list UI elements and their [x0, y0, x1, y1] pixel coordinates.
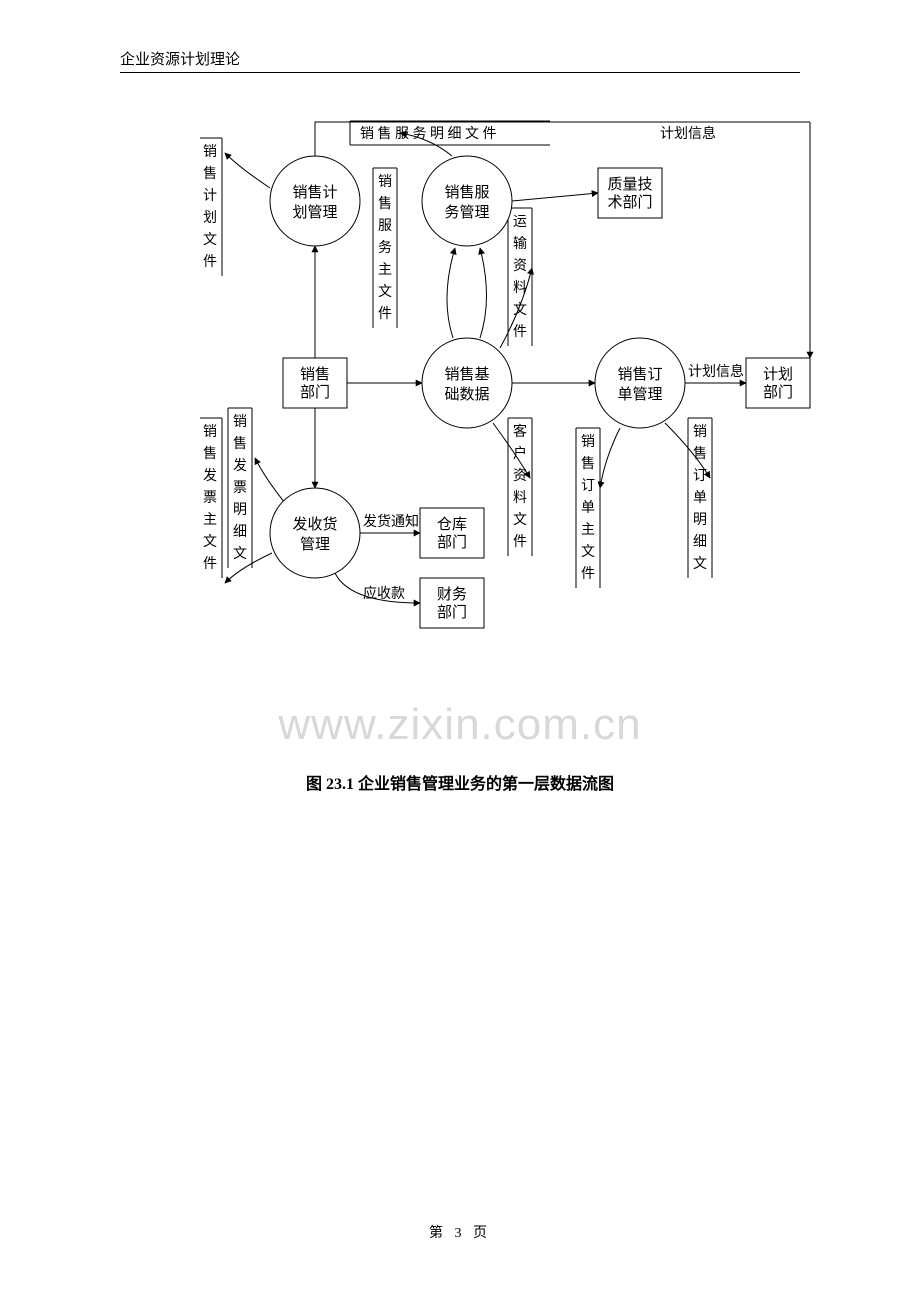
entity-label: 仓库 [437, 516, 467, 533]
process [270, 488, 360, 578]
datastore-label: 主 [378, 262, 392, 278]
datastore-label: 销 [203, 424, 217, 440]
datastore-label: 料 [513, 280, 527, 296]
datastore-label: 细 [693, 534, 707, 550]
process-label: 销售计 [292, 184, 337, 201]
datastore-label: 划 [203, 210, 217, 226]
datastore-label: 销 [693, 424, 707, 440]
datastore-label: 文 [378, 284, 392, 300]
entity-label: 部门 [437, 534, 467, 551]
process-label: 销售基 [444, 366, 489, 383]
datastore-label: 销 [378, 174, 392, 190]
edge [512, 193, 598, 201]
datastore-label: 发 [203, 468, 217, 484]
edge-label: 应收款 [363, 585, 405, 602]
datastore-label: 票 [203, 491, 217, 506]
datastore-label: 售 [693, 446, 707, 462]
process [595, 338, 685, 428]
page-header: 企业资源计划理论 [120, 48, 240, 69]
datastore-label: 文 [693, 556, 707, 572]
datastore-label: 输 [513, 236, 527, 252]
datastore-label: 售 [203, 446, 217, 462]
datastore-label: 文 [233, 546, 247, 562]
datastore-label: 销 [581, 434, 595, 450]
edge-label: 计划信息 [688, 363, 744, 380]
datastore-label: 件 [581, 566, 595, 582]
process-label: 发收货 [292, 516, 337, 533]
edge-label: 发货通知 [363, 513, 419, 530]
edge [447, 248, 455, 338]
datastore-label: 售 [203, 166, 217, 182]
datastore-label: 务 [378, 240, 392, 256]
entity-label: 部门 [437, 604, 467, 621]
entity-label: 部门 [300, 384, 330, 401]
process [422, 338, 512, 428]
entity-label: 计划 [763, 366, 793, 383]
datastore-label: 件 [203, 556, 217, 572]
datastore-label: 主 [581, 522, 595, 538]
process-label: 销售服 [444, 184, 489, 201]
datastore-label: 件 [378, 306, 392, 322]
entity-label: 术部门 [607, 194, 652, 211]
process-label: 管理 [300, 536, 330, 553]
datastore-label: 订 [581, 478, 595, 494]
datastore-label: 文 [203, 534, 217, 550]
datastore-label: 文 [513, 512, 527, 528]
datastore-label: 文 [203, 232, 217, 248]
datastore-label: 售 [378, 196, 392, 212]
datastore-label: 销 [233, 414, 247, 430]
datastore-label: 文 [581, 544, 595, 560]
datastore-label: 料 [513, 490, 527, 506]
process-label: 划管理 [292, 204, 337, 221]
watermark: www.zixin.com.cn [0, 700, 920, 750]
edge-label: 计划信息 [660, 125, 716, 142]
edge [255, 458, 285, 503]
datastore-label: 资 [513, 468, 527, 484]
dfd-diagram: 销售计划文件销 售 服 务 明 细 文 件销售服务主文件运输资料文件客户资料文件… [200, 108, 820, 648]
datastore-label: 明 [233, 503, 247, 518]
datastore-label: 运 [513, 214, 527, 230]
datastore-label: 销 [203, 144, 217, 160]
datastore-label: 发 [233, 458, 247, 474]
datastore-label: 单 [693, 490, 707, 506]
figure-caption: 图 23.1 企业销售管理业务的第一层数据流图 [0, 770, 920, 794]
datastore-label: 单 [581, 500, 595, 516]
datastore-label: 服 [378, 219, 392, 234]
datastore-label: 售 [233, 436, 247, 452]
header-rule [120, 72, 800, 73]
page-footer: 第 3 页 [0, 1222, 920, 1242]
datastore-label: 主 [203, 512, 217, 528]
edge [600, 428, 620, 488]
datastore-label: 票 [233, 481, 247, 496]
datastore-label: 件 [513, 534, 527, 550]
entity-label: 财务 [437, 586, 467, 603]
process [422, 156, 512, 246]
datastore-label: 售 [581, 456, 595, 472]
entity-label: 质量技 [607, 176, 652, 193]
edge [480, 248, 487, 338]
datastore-label: 订 [693, 468, 707, 484]
process-label: 务管理 [444, 204, 489, 221]
process [270, 156, 360, 246]
datastore-label: 销 售 服 务 明 细 文 件 [360, 126, 497, 142]
entity-label: 销售 [300, 366, 330, 383]
datastore-label: 户 [513, 445, 527, 462]
datastore-label: 计 [203, 188, 217, 204]
entity-label: 部门 [763, 384, 793, 401]
datastore-label: 文 [513, 302, 527, 318]
datastore-label: 资 [513, 258, 527, 274]
edge [225, 153, 270, 188]
datastore-label: 件 [203, 254, 217, 270]
datastore-label: 件 [513, 324, 527, 340]
process-label: 单管理 [617, 386, 662, 403]
datastore-label: 明 [693, 513, 707, 528]
datastore-label: 客 [513, 423, 527, 440]
datastore-label: 细 [233, 524, 247, 540]
process-label: 础数据 [444, 386, 489, 403]
process-label: 销售订 [617, 366, 662, 383]
